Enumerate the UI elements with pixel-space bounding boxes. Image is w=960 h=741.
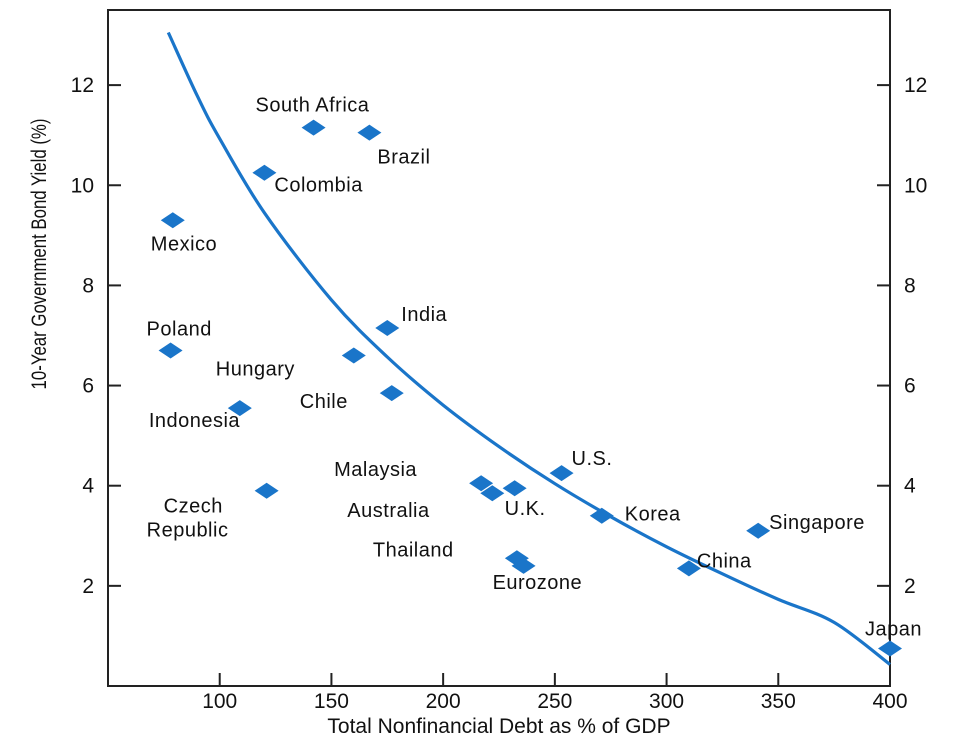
data-point-marker (502, 480, 527, 497)
y-tick-label-left: 8 (82, 274, 94, 297)
y-tick-label-right: 6 (904, 375, 916, 398)
y-axis-left: 2 4 6 8 10 12 (71, 74, 121, 598)
data-label: Czech Republic (147, 496, 229, 542)
y-tick-label-left: 2 (82, 575, 94, 598)
data-point-marker (549, 465, 574, 482)
data-point-marker (379, 385, 404, 402)
data-label: Japan (865, 618, 922, 640)
x-tick-label: 350 (761, 690, 796, 713)
data-label: Hungary (216, 359, 295, 381)
data-label: Poland (147, 319, 212, 341)
data-point-marker (746, 522, 771, 539)
data-point-marker (511, 557, 536, 574)
x-tick-label: 250 (537, 690, 572, 713)
x-tick-label: 100 (202, 690, 237, 713)
y-tick-label-left: 12 (71, 74, 94, 97)
plot-frame (107, 9, 891, 687)
data-point-marker (357, 124, 382, 141)
data-point-marker (375, 319, 400, 336)
data-point-marker (341, 347, 366, 364)
data-labels: South Africa Brazil Colombia Mexico India Pol… (147, 95, 922, 641)
data-label: Eurozone (493, 572, 583, 594)
x-tick-label: 300 (649, 690, 684, 713)
data-point-marker (480, 485, 505, 502)
y-tick-label-right: 10 (904, 174, 927, 197)
data-point-marker (676, 560, 701, 577)
data-point-marker (158, 342, 183, 359)
data-label: Thailand (373, 539, 454, 561)
data-label: Mexico (151, 233, 217, 255)
y-tick-label-left: 6 (82, 375, 94, 398)
data-point-marker (301, 119, 326, 136)
y-tick-label-right: 12 (904, 74, 927, 97)
data-label: U.S. (572, 448, 613, 470)
data-label: Brazil (377, 147, 430, 169)
fit-curve (166, 31, 891, 666)
data-label: Malaysia (334, 459, 417, 481)
data-label: South Africa (256, 95, 370, 117)
y-tick-label-right: 8 (904, 274, 916, 297)
data-point-marker (160, 212, 185, 229)
data-point-marker (589, 507, 614, 524)
data-point-marker (878, 640, 902, 657)
y-tick-label-right: 2 (904, 575, 916, 598)
data-label: India (401, 304, 447, 326)
data-label: Indonesia (149, 410, 241, 432)
data-points (158, 119, 902, 657)
y-axis-right: 2 4 6 8 10 12 (877, 74, 927, 598)
data-point-marker (252, 164, 277, 181)
data-label: Chile (300, 391, 348, 413)
y-tick-label-right: 4 (904, 475, 916, 498)
data-label: China (697, 550, 752, 572)
data-label: Korea (625, 504, 681, 526)
y-tick-label-left: 4 (82, 475, 94, 498)
data-label: U.K. (505, 498, 546, 520)
data-point-marker (469, 475, 494, 492)
x-tick-label: 150 (314, 690, 349, 713)
data-label: Singapore (769, 512, 865, 534)
data-label: Colombia (274, 175, 363, 197)
x-tick-label: 200 (426, 690, 461, 713)
data-label: Australia (347, 500, 430, 522)
x-axis-title: Total Nonfinancial Debt as % of GDP (327, 715, 670, 738)
data-point-marker (227, 400, 252, 417)
x-tick-label: 400 (872, 690, 907, 713)
x-axis: 100 150 200 250 300 350 400 (202, 673, 908, 713)
data-point-marker (254, 482, 279, 499)
y-tick-label-left: 10 (71, 174, 94, 197)
y-axis-title: 10-Year Government Bond Yield (%) (28, 119, 51, 390)
